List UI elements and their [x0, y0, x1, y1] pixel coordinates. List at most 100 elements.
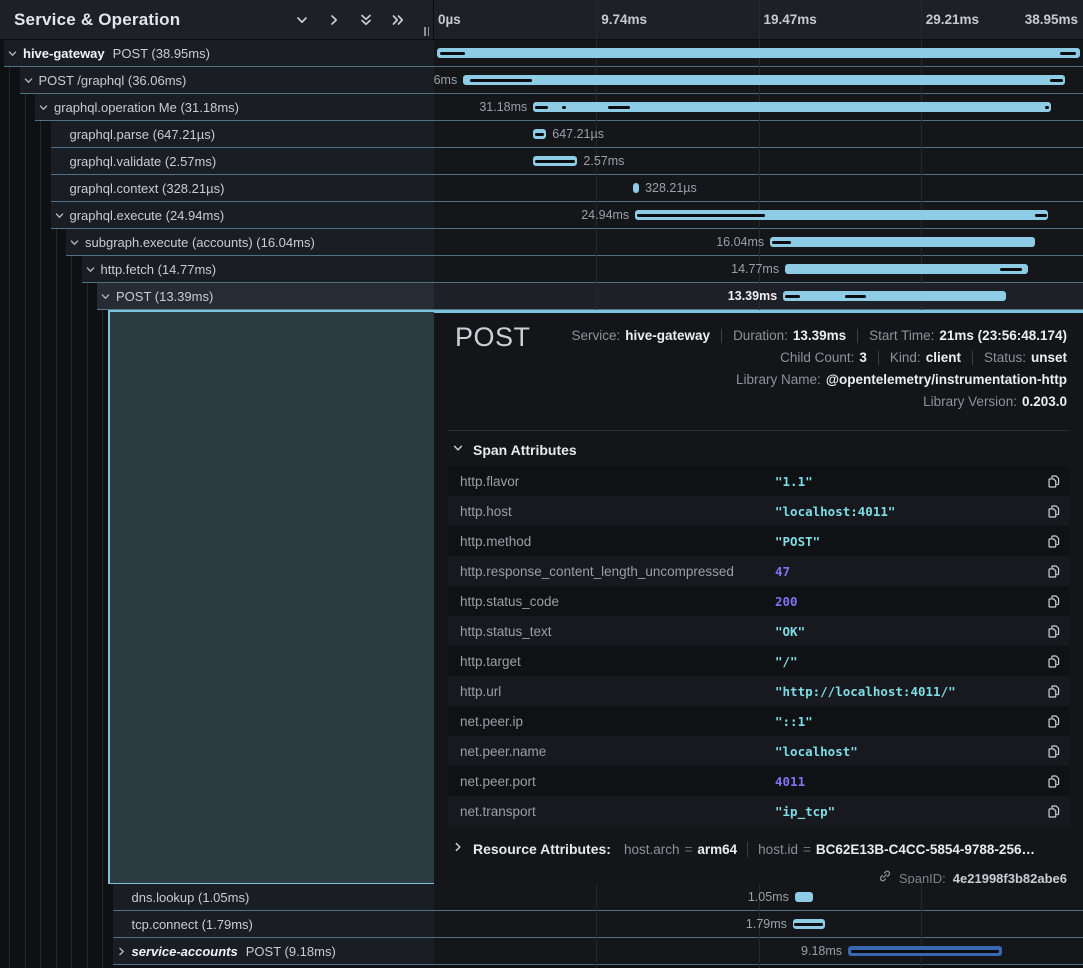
duration-label: 9.18ms	[801, 944, 843, 958]
span-row[interactable]: service-accounts POST (9.18ms) 9.18ms	[0, 938, 1083, 965]
span-attributes-toggle[interactable]: Span Attributes	[452, 441, 577, 459]
span-row[interactable]: tcp.connect (1.79ms) 1.79ms	[0, 911, 1083, 938]
span-row[interactable]: graphql.operation Me (31.18ms) 31.18ms	[0, 94, 1083, 121]
operation-label: POST (9.18ms)	[245, 943, 336, 959]
meta-value: 13.39ms	[792, 328, 847, 343]
span-timeline-cell: 13.39ms	[434, 283, 1083, 310]
selected-span-left-panel	[108, 310, 434, 884]
span-bar[interactable]	[783, 291, 1007, 301]
double-chevron-down-icon[interactable]	[357, 11, 375, 29]
expander-icon[interactable]	[22, 74, 35, 87]
expander-icon[interactable]	[53, 128, 66, 141]
duration-label: 36.06ms	[434, 73, 458, 87]
double-chevron-right-icon[interactable]	[389, 11, 407, 29]
copy-icon[interactable]	[1039, 594, 1069, 609]
resource-equals: =	[802, 841, 811, 857]
span-bar[interactable]	[437, 48, 1080, 58]
span-timeline-cell: 328.21µs	[434, 175, 1083, 202]
expander-icon[interactable]	[115, 891, 128, 904]
indent-guide	[9, 40, 10, 968]
link-icon[interactable]	[878, 869, 892, 888]
tick-label: 0µs	[438, 12, 461, 27]
duration-label: 647.21µs	[552, 127, 604, 141]
copy-icon[interactable]	[1039, 684, 1069, 699]
attribute-value: "POST"	[775, 533, 821, 549]
attribute-value: 47	[775, 563, 791, 579]
resource-attributes-toggle[interactable]: Resource Attributes: host.arch = arm64 host…	[452, 840, 1067, 858]
attribute-row: http.response_content_length_uncompresse…	[448, 556, 1069, 586]
duration-label: 13.39ms	[727, 289, 778, 303]
span-bar[interactable]	[533, 102, 1051, 112]
meta-value: client	[925, 350, 961, 365]
child-span-marker	[850, 950, 999, 953]
expander-icon[interactable]	[53, 209, 66, 222]
resource-attributes-values: host.arch = arm64 host.id = BC62E13B-C4CC-585…	[623, 841, 1035, 857]
span-row[interactable]: POST (13.39ms) 13.39ms	[0, 283, 1083, 310]
span-timeline-cell: 31.18ms	[434, 94, 1083, 121]
span-bar[interactable]	[633, 183, 640, 193]
expander-icon[interactable]	[53, 182, 66, 195]
expander-icon[interactable]	[115, 945, 128, 958]
copy-icon[interactable]	[1039, 624, 1069, 639]
detail-strip: POST Service: hive-gateway Duration: 13.39m…	[0, 310, 1083, 886]
meta-label: Kind:	[889, 350, 921, 365]
child-span-marker	[1045, 106, 1050, 109]
duration-label: 16.04ms	[716, 235, 765, 249]
meta-label: Start Time:	[869, 328, 935, 343]
expander-icon[interactable]	[53, 155, 66, 168]
copy-icon[interactable]	[1039, 654, 1069, 669]
expander-icon[interactable]	[37, 101, 50, 114]
span-row[interactable]: hive-gateway POST (38.95ms)	[0, 40, 1083, 67]
copy-icon[interactable]	[1039, 534, 1069, 549]
chevron-down-icon	[452, 441, 464, 459]
span-row[interactable]: graphql.parse (647.21µs) 647.21µs	[0, 121, 1083, 148]
chevron-right-icon[interactable]	[325, 11, 343, 29]
expander-icon[interactable]	[84, 263, 97, 276]
span-row[interactable]: graphql.validate (2.57ms) 2.57ms	[0, 148, 1083, 175]
copy-icon[interactable]	[1039, 774, 1069, 789]
span-timeline-cell: 16.04ms	[434, 229, 1083, 256]
copy-icon[interactable]	[1039, 504, 1069, 519]
meta-value: 3	[859, 350, 867, 365]
attribute-row: http.method "POST"	[448, 526, 1069, 556]
copy-icon[interactable]	[1039, 564, 1069, 579]
span-bar[interactable]	[785, 264, 1028, 274]
expander-icon[interactable]	[6, 47, 19, 60]
span-bar[interactable]	[463, 75, 1066, 85]
child-span-marker	[535, 106, 549, 109]
copy-icon[interactable]	[1039, 744, 1069, 759]
meta-separator	[721, 329, 723, 343]
attribute-value: "localhost"	[775, 743, 858, 759]
span-attributes-table: http.flavor "1.1" http.host "localhost:4…	[448, 466, 1069, 826]
resource-key: host.arch	[623, 841, 680, 857]
copy-icon[interactable]	[1039, 474, 1069, 489]
copy-icon[interactable]	[1039, 804, 1069, 819]
chevron-down-icon[interactable]	[293, 11, 311, 29]
span-row[interactable]: graphql.context (328.21µs) 328.21µs	[0, 175, 1083, 202]
span-bar[interactable]	[794, 892, 814, 902]
attribute-key: http.url	[460, 683, 502, 699]
meta-label: Service:	[571, 328, 621, 343]
span-row[interactable]: http.fetch (14.77ms) 14.77ms	[0, 256, 1083, 283]
attribute-row: http.host "localhost:4011"	[448, 496, 1069, 526]
span-bar[interactable]	[770, 237, 1035, 247]
span-timeline-cell: 2.57ms	[434, 148, 1083, 175]
child-span-marker	[534, 133, 545, 136]
attribute-key: http.host	[460, 503, 512, 519]
attribute-value: "OK"	[775, 623, 806, 639]
duration-label: 328.21µs	[645, 181, 697, 195]
duration-label: 1.05ms	[747, 890, 789, 904]
span-row[interactable]: dns.lookup (1.05ms) 1.05ms	[0, 884, 1083, 911]
span-bar[interactable]	[635, 210, 1048, 220]
operation-label: POST (13.39ms)	[116, 288, 214, 304]
span-row[interactable]: graphql.execute (24.94ms) 24.94ms	[0, 202, 1083, 229]
expander-icon[interactable]	[68, 236, 81, 249]
copy-icon[interactable]	[1039, 714, 1069, 729]
span-row[interactable]: subgraph.execute (accounts) (16.04ms) 16…	[0, 229, 1083, 256]
column-resizer[interactable]	[424, 27, 429, 36]
expander-icon[interactable]	[115, 918, 128, 931]
expander-icon[interactable]	[99, 290, 112, 303]
span-timeline-cell: 9.18ms	[434, 938, 1083, 965]
span-row[interactable]: POST /graphql (36.06ms) 36.06ms	[0, 67, 1083, 94]
